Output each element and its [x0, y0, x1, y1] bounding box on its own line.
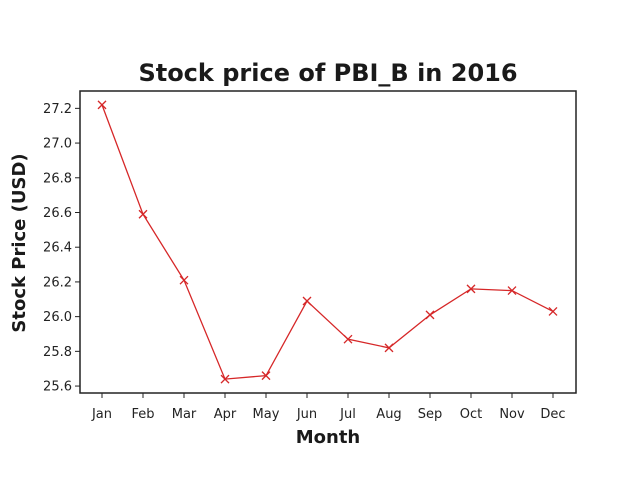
- data-point: [220, 374, 230, 384]
- plot-area: [97, 100, 558, 384]
- x-axis: Jan Feb Mar Apr May Jun Jul Aug Sep Oct Nov Dec: [91, 393, 566, 422]
- x-tick-label: May: [253, 407, 280, 422]
- data-point: [97, 100, 107, 110]
- data-point: [466, 284, 476, 294]
- y-tick-label: 27.2: [43, 102, 72, 117]
- y-tick-label: 26.0: [43, 310, 72, 325]
- x-tick-label: Jan: [91, 407, 112, 422]
- series-line: [101, 104, 554, 380]
- x-tick-label: Nov: [499, 407, 525, 422]
- x-tick-label: Aug: [376, 407, 401, 422]
- data-point: [548, 306, 558, 316]
- y-tick-label: 26.4: [43, 241, 72, 256]
- data-point: [507, 286, 517, 296]
- x-tick-label: Feb: [131, 407, 154, 422]
- data-point: [261, 371, 271, 381]
- x-axis-label: Month: [296, 427, 361, 448]
- data-point: [138, 209, 148, 219]
- x-tick-label: Sep: [418, 407, 443, 422]
- x-tick-label: Dec: [540, 407, 565, 422]
- y-axis-label: Stock Price (USD): [9, 153, 30, 332]
- y-tick-label: 26.8: [43, 171, 72, 186]
- plot-frame: [79, 90, 577, 394]
- y-tick-label: 26.2: [43, 275, 72, 290]
- y-tick-label: 26.6: [43, 206, 72, 221]
- data-point: [425, 310, 435, 320]
- data-point: [343, 334, 353, 344]
- x-tick-label: Jun: [296, 407, 317, 422]
- y-tick-label: 25.6: [43, 380, 72, 395]
- x-tick-label: Mar: [172, 407, 197, 422]
- chart-title: Stock price of PBI_B in 2016: [138, 59, 517, 87]
- y-axis: 25.6 25.8 26.0 26.2 26.4 26.6 26.8 27.0 27.2: [43, 102, 80, 395]
- y-tick-label: 25.8: [43, 345, 72, 360]
- data-point: [179, 275, 189, 285]
- data-point: [384, 343, 394, 353]
- data-point: [302, 296, 312, 306]
- x-tick-label: Jul: [339, 407, 356, 422]
- x-tick-label: Apr: [214, 407, 237, 422]
- y-tick-label: 27.0: [43, 137, 72, 152]
- x-tick-label: Oct: [460, 407, 482, 422]
